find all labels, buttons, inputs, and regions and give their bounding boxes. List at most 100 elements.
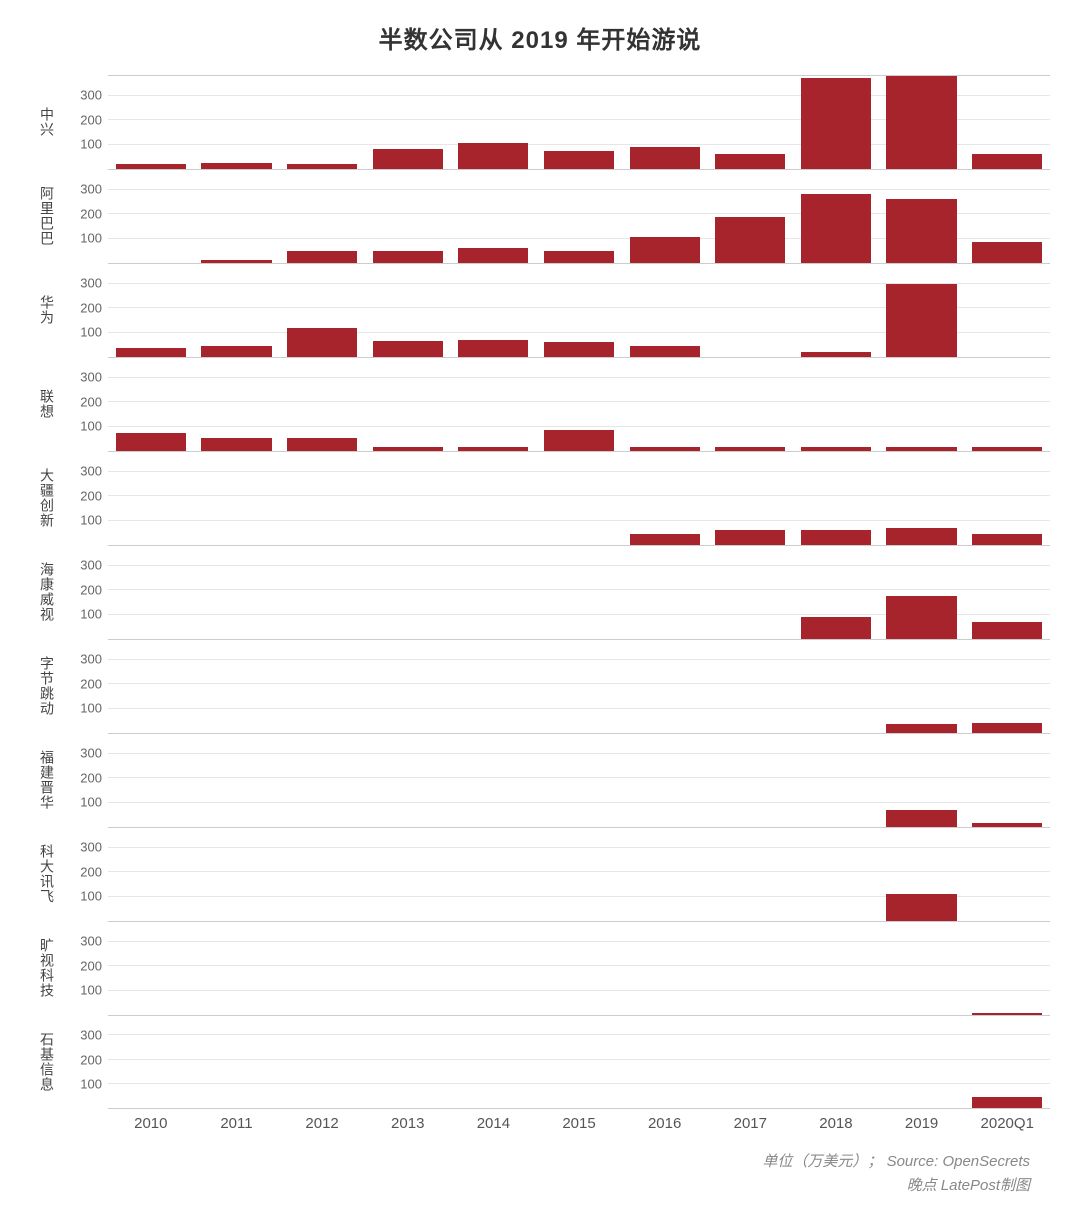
x-tick-label: 2011 <box>194 1115 280 1132</box>
y-tick-label: 100 <box>80 1078 102 1091</box>
bar <box>886 810 956 827</box>
bar <box>972 154 1042 169</box>
y-tick-label: 300 <box>80 558 102 571</box>
panel-company-label: 石基信息 <box>30 1015 68 1109</box>
y-tick-label: 200 <box>80 583 102 596</box>
chart-panel: 海康威视100200300 <box>30 545 1050 639</box>
bar <box>801 617 871 639</box>
panel-y-axis: 100200300 <box>68 827 108 921</box>
bar <box>630 346 700 357</box>
bar <box>801 530 871 545</box>
chart-panel: 联想100200300 <box>30 357 1050 451</box>
bar-slot <box>793 828 879 921</box>
bar-slot <box>194 640 280 733</box>
bar-slot <box>793 170 879 263</box>
bar-slot <box>365 922 451 1015</box>
chart-title: 半数公司从 2019 年开始游说 <box>30 20 1050 55</box>
bar-slot <box>451 170 537 263</box>
y-tick-label: 100 <box>80 326 102 339</box>
bar-slot <box>279 170 365 263</box>
bar <box>287 251 357 263</box>
bar-slot <box>707 170 793 263</box>
bar-slot <box>879 1016 965 1108</box>
bar-slot <box>194 922 280 1015</box>
y-tick-label: 300 <box>80 652 102 665</box>
panel-y-axis: 100200300 <box>68 921 108 1015</box>
y-tick-label: 300 <box>80 276 102 289</box>
bar <box>544 151 614 169</box>
bar-slot <box>108 1016 194 1108</box>
bar <box>801 78 871 169</box>
bar-slot <box>108 452 194 545</box>
bar-slot <box>964 1016 1050 1108</box>
x-tick-label: 2015 <box>536 1115 622 1132</box>
bar-slot <box>365 734 451 827</box>
bar-slot <box>707 546 793 639</box>
bar-slot <box>964 264 1050 357</box>
bar <box>373 251 443 263</box>
y-tick-label: 300 <box>80 1028 102 1041</box>
bar-slot <box>879 734 965 827</box>
bar-row <box>108 170 1050 263</box>
bar-slot <box>536 76 622 169</box>
bar-slot <box>536 922 622 1015</box>
bar <box>116 348 186 357</box>
bar-slot <box>194 170 280 263</box>
bar-slot <box>536 358 622 451</box>
x-tick-label: 2013 <box>365 1115 451 1132</box>
bar <box>458 248 528 263</box>
bar-slot <box>622 452 708 545</box>
chart-panel: 科大讯飞100200300 <box>30 827 1050 921</box>
bar-slot <box>793 546 879 639</box>
bar <box>630 237 700 263</box>
bar-slot <box>194 828 280 921</box>
y-tick-label: 100 <box>80 514 102 527</box>
y-tick-label: 100 <box>80 138 102 151</box>
bar-slot <box>279 76 365 169</box>
x-tick-label: 2019 <box>879 1115 965 1132</box>
bar <box>972 1097 1042 1108</box>
bar-slot <box>365 170 451 263</box>
panel-y-axis: 100200300 <box>68 451 108 545</box>
y-tick-label: 300 <box>80 182 102 195</box>
bar <box>972 242 1042 263</box>
bar-slot <box>536 264 622 357</box>
bar-slot <box>707 452 793 545</box>
bar-slot <box>536 640 622 733</box>
bar-slot <box>964 546 1050 639</box>
panel-company-label: 联想 <box>30 357 68 451</box>
bar-slot <box>451 922 537 1015</box>
bar <box>972 534 1042 545</box>
bar <box>373 341 443 357</box>
bar-row <box>108 1016 1050 1108</box>
bar-slot <box>279 1016 365 1108</box>
bar-slot <box>793 1016 879 1108</box>
bar-slot <box>279 546 365 639</box>
bar-slot <box>108 546 194 639</box>
bar-slot <box>451 76 537 169</box>
bar-slot <box>879 264 965 357</box>
bar-slot <box>279 358 365 451</box>
bar-slot <box>108 640 194 733</box>
bar-slot <box>964 640 1050 733</box>
bar-slot <box>622 546 708 639</box>
bar-slot <box>536 734 622 827</box>
panel-plot-area <box>108 639 1050 733</box>
chart-panel: 石基信息100200300 <box>30 1015 1050 1109</box>
bar-slot <box>964 170 1050 263</box>
y-tick-label: 300 <box>80 934 102 947</box>
bar-slot <box>793 734 879 827</box>
y-tick-label: 200 <box>80 207 102 220</box>
bar-slot <box>964 76 1050 169</box>
bar-slot <box>622 922 708 1015</box>
chart-panel: 福建晋华100200300 <box>30 733 1050 827</box>
panel-plot-area <box>108 733 1050 827</box>
bar-slot <box>194 734 280 827</box>
bar-slot <box>279 452 365 545</box>
bar-slot <box>964 828 1050 921</box>
bar-slot <box>108 922 194 1015</box>
chart-panel: 阿里巴巴100200300 <box>30 169 1050 263</box>
bar-row <box>108 734 1050 827</box>
bar-slot <box>451 828 537 921</box>
bar-slot <box>194 264 280 357</box>
